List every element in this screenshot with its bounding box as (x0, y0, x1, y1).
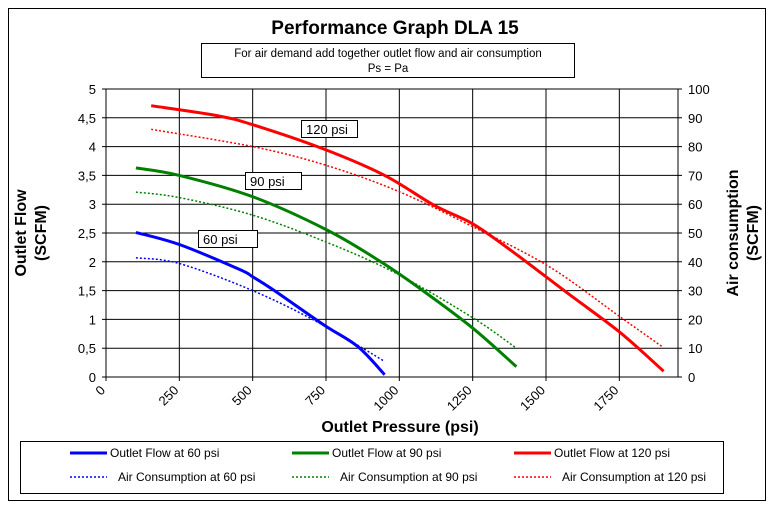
y-tick-label-left: 5 (89, 82, 96, 97)
y-tick-label-right: 50 (688, 226, 702, 241)
annotation-box (245, 172, 302, 190)
annotation-label: 60 psi (203, 232, 238, 247)
y-tick-label-left: 4 (89, 140, 96, 155)
y-tick-label-right: 20 (688, 312, 702, 327)
y-tick-label-right: 80 (688, 140, 702, 155)
series-line-outlet-flow-at-90-psi (135, 166, 518, 368)
y-axis-label-right: Air consumption (SCFM) (725, 169, 762, 296)
y-tick-label-right: 30 (688, 284, 702, 299)
y-tick-label-right: 40 (688, 255, 702, 270)
legend-label: Air Consumption at 90 psi (340, 470, 477, 484)
subtitle-box (201, 43, 575, 78)
legend-label: Air Consumption at 60 psi (118, 470, 255, 484)
y-tick-label-left: 1 (89, 312, 96, 327)
y-tick-label-right: 70 (688, 168, 702, 183)
annotation-label: 90 psi (250, 174, 285, 189)
legend-label: Air Consumption at 120 psi (562, 470, 706, 484)
subtitle-line-2: Ps = Pa (368, 63, 409, 75)
series-line-outlet-flow-at-120-psi (150, 104, 665, 373)
y-tick-label-right: 100 (688, 82, 710, 97)
legend: Outlet Flow at 60 psi Outlet Flow at 90 p… (70, 446, 706, 484)
y-tick-label-left: 0 (89, 370, 96, 385)
y-tick-label-left: 2 (89, 255, 96, 270)
legend-box (20, 441, 724, 494)
y-tick-label-left: 0,5 (78, 341, 96, 356)
y-tick-label-right: 90 (688, 111, 702, 126)
y-tick-label-left: 3,5 (78, 168, 96, 183)
annotation-box (198, 230, 258, 248)
subtitle-line-1: For air demand add together outlet flow … (234, 48, 542, 60)
legend-label: Outlet Flow at 90 psi (332, 446, 441, 460)
annotation-label: 120 psi (306, 122, 348, 137)
chart-title: Performance Graph DLA 15 (271, 18, 519, 39)
y-tick-label-right: 60 (688, 197, 702, 212)
y-tick-label-right: 0 (688, 370, 695, 385)
legend-label: Outlet Flow at 120 psi (554, 446, 670, 460)
annotation-box (301, 120, 358, 138)
y-tick-label-left: 1,5 (78, 284, 96, 299)
y-tick-label-right: 10 (688, 341, 702, 356)
y-axis-label-left: Outlet Flow (SCFM) (13, 189, 50, 277)
y-tick-label-left: 4,5 (78, 111, 96, 126)
y-tick-label-left: 3 (89, 197, 96, 212)
legend-label: Outlet Flow at 60 psi (110, 446, 219, 460)
x-axis-label: Outlet Pressure (psi) (321, 419, 478, 436)
y-tick-label-left: 2,5 (78, 226, 96, 241)
